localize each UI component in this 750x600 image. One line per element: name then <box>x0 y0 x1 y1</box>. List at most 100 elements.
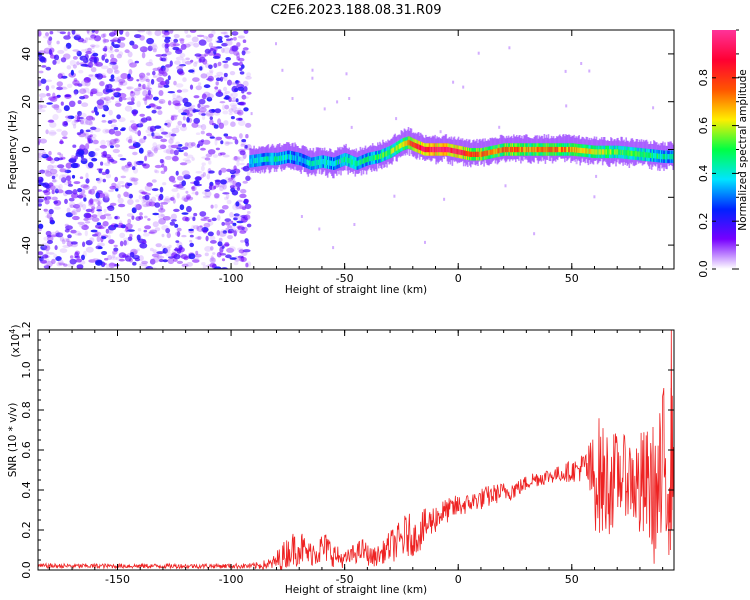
noise-speck <box>229 257 237 260</box>
noise-speck <box>195 236 201 240</box>
noise-speck <box>226 247 235 253</box>
ridge-core <box>368 156 371 162</box>
ridge-core <box>438 146 440 153</box>
ridge-core <box>665 154 667 160</box>
noise-speck <box>200 73 208 79</box>
noise-speck <box>114 102 122 107</box>
ridge-core <box>426 146 428 153</box>
noise-speck <box>176 227 182 232</box>
noise-speck <box>171 188 179 193</box>
ridge-core <box>483 151 485 157</box>
noise-speck <box>170 114 179 118</box>
noise-speck <box>152 256 160 263</box>
noise-speck <box>85 50 92 55</box>
noise-speck <box>232 36 237 41</box>
noise-speck <box>172 97 177 102</box>
noise-speck <box>163 149 171 154</box>
ridge-core <box>519 146 521 153</box>
noise-speck <box>93 56 98 64</box>
snr-scale-exponent: 4 <box>8 329 17 334</box>
noise-speck <box>218 237 223 242</box>
ridge-core <box>479 151 481 157</box>
noise-speck <box>102 105 109 108</box>
ridge-core <box>565 146 567 153</box>
noise-speck <box>114 176 119 182</box>
ridge-core <box>256 157 258 163</box>
noise-speck <box>151 109 157 114</box>
noise-speck <box>237 35 245 39</box>
noise-speck <box>49 217 54 223</box>
noise-speck <box>104 194 110 201</box>
noise-speck <box>206 173 211 180</box>
ridge-core <box>274 156 277 162</box>
noise-speck <box>233 213 240 217</box>
noise-speck <box>119 232 126 238</box>
noise-speck <box>112 250 118 255</box>
ridge-core <box>275 156 278 162</box>
ridge-core <box>647 152 650 158</box>
noise-speck <box>107 120 113 124</box>
noise-speck <box>237 112 242 115</box>
ridge-core <box>411 141 414 147</box>
noise-speck <box>225 57 231 61</box>
noise-speck <box>172 155 179 162</box>
noise-speck <box>186 113 193 117</box>
noise-speck <box>198 98 206 105</box>
ridge-core <box>668 154 670 160</box>
noise-speck <box>208 33 214 38</box>
noise-speck <box>90 74 97 80</box>
ridge-core <box>413 142 416 148</box>
noise-speck <box>38 80 42 87</box>
noise-speck <box>237 109 244 116</box>
noise-speck <box>48 49 53 55</box>
ridge-core <box>307 159 310 166</box>
ridge-core <box>421 145 423 151</box>
ridge-core <box>569 146 571 153</box>
ridge-core <box>517 146 519 153</box>
ridge-core <box>395 145 397 152</box>
noise-speck <box>85 217 92 221</box>
ridge-core <box>270 156 273 162</box>
ridge-core <box>306 159 309 165</box>
noise-speck <box>120 73 129 80</box>
noise-speck <box>185 34 192 38</box>
noise-speck <box>139 138 146 144</box>
noise-speck <box>96 222 102 226</box>
ridge-core <box>258 157 260 163</box>
noise-speck <box>206 78 213 81</box>
noise-speck <box>61 239 66 245</box>
noise-speck <box>139 263 148 267</box>
ridge-core <box>504 146 507 153</box>
noise-speck <box>126 86 134 90</box>
ridge-core <box>319 159 322 165</box>
noise-speck <box>85 208 93 213</box>
noise-speck <box>93 106 98 113</box>
noise-speck <box>214 89 219 93</box>
ridge-core <box>410 141 413 147</box>
noise-speck <box>135 199 140 203</box>
noise-speck <box>221 258 226 262</box>
noise-speck <box>206 96 213 102</box>
noise-speck <box>211 109 216 113</box>
ridge-core <box>456 149 459 155</box>
noise-speck <box>112 252 116 259</box>
noise-speck <box>203 84 211 89</box>
ridge-core <box>364 157 367 163</box>
noise-speck <box>227 79 232 86</box>
noise-speck <box>76 51 80 54</box>
ridge-core <box>446 146 449 153</box>
sparse-speck <box>477 51 480 55</box>
noise-speck <box>71 174 76 179</box>
noise-speck <box>231 45 239 52</box>
noise-speck <box>181 196 188 202</box>
noise-speck <box>95 199 103 205</box>
ridge-core <box>336 160 338 166</box>
noise-speck <box>130 92 137 96</box>
noise-speck <box>65 225 73 231</box>
noise-speck <box>73 89 79 95</box>
noise-speck <box>85 129 91 133</box>
noise-speck <box>114 138 119 142</box>
noise-speck <box>85 221 91 224</box>
ridge-core <box>263 156 266 162</box>
ridge-core <box>645 152 648 158</box>
